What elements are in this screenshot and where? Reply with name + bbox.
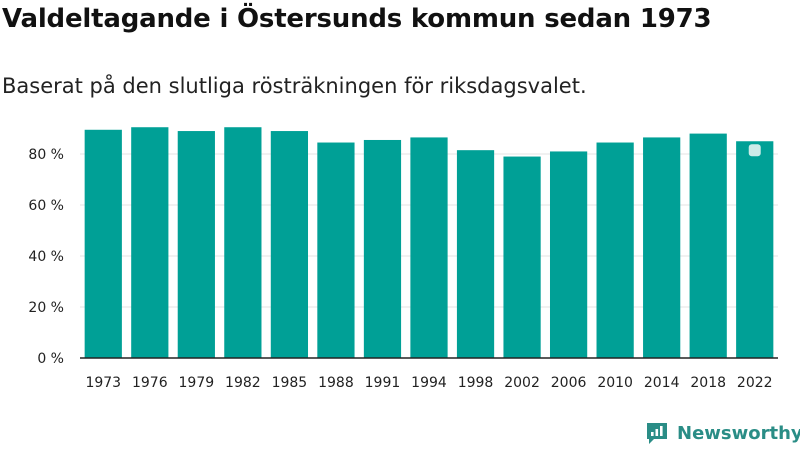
x-tick-label: 1982 [225,375,261,391]
bar-1988[interactable] [317,142,355,358]
brand-name: Newsworthy [677,422,800,444]
x-tick-label: 1991 [365,375,401,391]
brand-logo: Newsworthy [644,420,800,446]
bar-2018[interactable] [689,133,727,358]
x-tick-label: 1985 [272,375,308,391]
bar-1973[interactable] [84,129,122,358]
bar-1985[interactable] [270,131,309,358]
bar-2010[interactable] [596,142,634,358]
x-tick-label: 2014 [644,375,680,391]
bar-1994[interactable] [410,137,448,358]
x-tick-label: 2018 [690,375,726,391]
y-tick-label: 60 % [28,198,64,214]
chart-subtitle: Baserat på den slutliga rösträkningen fö… [2,74,587,98]
bar-1979[interactable] [177,131,215,358]
bars [84,127,774,358]
x-tick-label: 1988 [318,375,354,391]
bar-2002[interactable] [503,156,541,358]
x-tick-label: 1979 [179,375,215,391]
bar-2014[interactable] [643,137,681,358]
x-axis-ticks: 1973 1976 1979 1982 1985 1988 1991 1994 1998 2002… [85,375,772,391]
bar-1976[interactable] [131,127,169,358]
bar-1991[interactable] [363,139,402,358]
y-tick-label: 0 % [37,351,64,367]
y-tick-label: 40 % [28,249,64,265]
bar-2006[interactable] [549,151,588,358]
y-tick-label: 80 % [28,147,64,163]
x-tick-label: 2002 [504,375,540,391]
y-tick-label: 20 % [28,300,64,316]
x-tick-label: 1976 [132,375,168,391]
x-tick-label: 1998 [458,375,494,391]
bar-2022[interactable] [736,141,774,358]
y-axis-ticks: 0 % 20 % 40 % 60 % 80 % [28,147,64,367]
bar-chart-bubble-icon [647,423,667,444]
bar-chart: 0 % 20 % 40 % 60 % 80 % 1973 1976 1979 1982 1985… [28,127,778,391]
x-tick-label: 2006 [551,375,587,391]
bar-1998[interactable] [456,150,495,358]
highlight-marker [748,144,761,157]
chart-title: Valdeltagande i Östersunds kommun sedan … [2,4,712,34]
x-tick-label: 2010 [597,375,633,391]
bar-1982[interactable] [224,127,262,358]
x-tick-label: 1973 [85,375,121,391]
x-tick-label: 1994 [411,375,447,391]
x-tick-label: 2022 [737,375,773,391]
